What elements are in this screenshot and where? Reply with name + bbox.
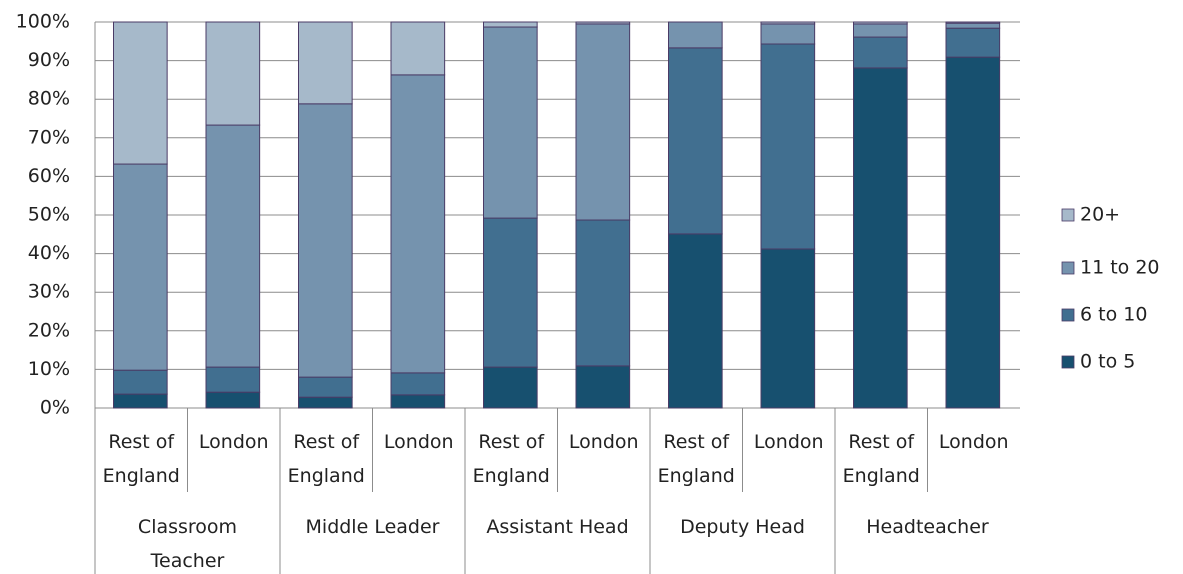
bar-segment [668,47,723,235]
bar-segment [205,124,261,368]
x-tick-label: Rest of England [657,431,735,487]
group-label: Deputy Head [680,516,805,538]
bar-segment [945,27,1001,58]
bar-segment [760,43,816,250]
x-tick-label: Rest of England [287,431,365,487]
legend-label: 0 to 5 [1080,351,1135,373]
y-tick-label: 30% [28,281,70,303]
legend-swatch [1061,261,1075,275]
bar-segment [945,56,1001,409]
bar-segment [298,396,353,409]
y-tick-label: 60% [28,165,70,187]
legend-swatch [1061,308,1075,322]
bar-segment [390,372,446,396]
bar-segment [575,365,631,409]
y-tick-label: 70% [28,126,70,148]
y-tick-label: 80% [28,88,70,110]
bar-segment [853,23,908,38]
x-tick-label: London [568,431,639,453]
bar-segment [390,394,446,409]
bar-segment [668,233,723,409]
x-tick-label: Rest of England [472,431,550,487]
legend-swatch [1061,208,1075,222]
bar-segment [760,248,816,409]
bar-segment [113,21,168,165]
bar-segment [298,21,353,105]
bar-segment [113,393,168,409]
bar-segment [390,21,446,76]
group-label: Assistant Head [486,516,629,538]
x-tick-label: Rest of England [102,431,180,487]
bar-segment [298,103,353,378]
y-tick-label: 10% [28,358,70,380]
x-tick-label: London [938,431,1009,453]
bar-segment [298,376,353,398]
bar-segment [483,26,538,219]
legend-label: 6 to 10 [1080,304,1147,326]
y-tick-label: 40% [28,242,70,264]
bar-segment [483,21,538,28]
bar-segment [575,219,631,367]
legend-label: 11 to 20 [1080,257,1160,279]
bar-segment [853,67,908,409]
bar-segment [113,369,168,395]
bar-segment [945,22,1001,29]
y-tick-label: 90% [28,49,70,71]
bar-segment [205,391,261,409]
group-label: Headteacher [866,516,989,538]
bar-segment [483,217,538,368]
bar-segment [575,23,631,221]
bar-segment [853,36,908,69]
x-tick-label: Rest of England [842,431,920,487]
x-tick-label: London [753,431,824,453]
x-tick-label: London [383,431,454,453]
bar-segment [760,21,816,25]
y-tick-label: 0% [40,397,70,419]
bar-segment [205,21,261,126]
y-tick-label: 50% [28,204,70,226]
bar-segment [853,21,908,25]
bar-segment [205,366,261,393]
bar-segment [390,74,446,374]
x-tick-label: London [198,431,269,453]
y-tick-label: 20% [28,319,70,341]
legend-swatch [1061,355,1075,369]
bar-segment [113,163,168,371]
group-label: Middle Leader [305,516,440,538]
bar-segment [760,23,816,45]
bar-segment [945,21,1001,24]
bar-segment [483,366,538,409]
legend-label: 20+ [1080,204,1120,226]
y-tick-label: 100% [16,11,70,33]
group-label: Classroom Teacher [137,516,238,572]
bar-segment [668,21,723,49]
bar-segment [575,21,631,25]
